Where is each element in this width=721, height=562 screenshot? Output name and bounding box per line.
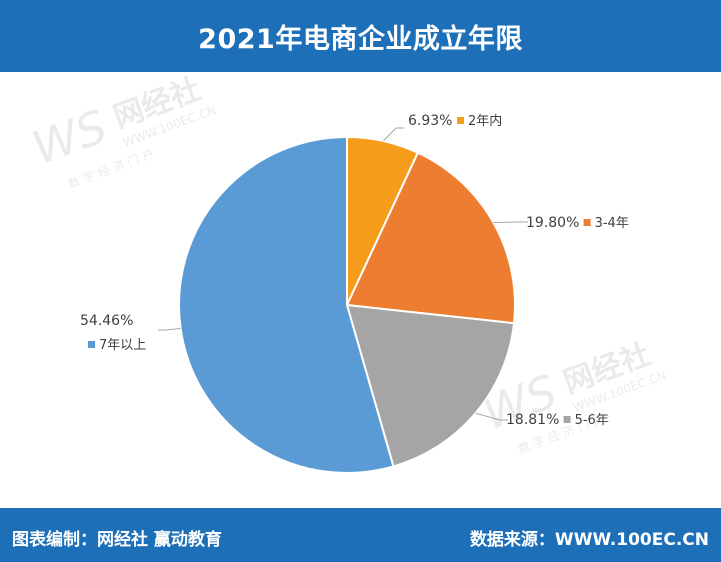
pie-category-label-2: 3-4年 (595, 216, 629, 231)
pie-slice-3 (345, 303, 516, 468)
pie-pct-label-4: 54.46% (80, 313, 133, 329)
pie-category-label-3: 5-6年 (575, 413, 609, 428)
pie-slice-4 (178, 135, 395, 474)
pie-slices (178, 135, 516, 474)
legend-key-1 (457, 117, 464, 124)
legend-key-3 (563, 416, 571, 423)
pie-slice-2 (345, 151, 516, 325)
watermark-logo: WS (25, 99, 114, 175)
chart-title: 2021年电商企业成立年限 (0, 0, 721, 72)
pie-category-label-4: 7年以上 (99, 338, 146, 353)
pie-category-label-1: 2年内 (468, 113, 502, 129)
pie-pct-label-1: 6.93% (408, 113, 452, 129)
leader-line-3 (475, 412, 508, 421)
legend-key-2 (583, 219, 591, 226)
footer-bar: 图表编制：网经社 赢动教育 数据来源：WWW.100EC.CN (0, 508, 721, 562)
plot-area: WS 网经社 WWW.100EC.CN 数 字 经 济 门 户 WS 网经社 W… (0, 72, 721, 508)
pie-labels: 6.93% 2年内 19.80% 3-4年 18.81% 5-6年 54.46% 7年以上 (80, 113, 629, 428)
pie-chart: WS 网经社 WWW.100EC.CN 数 字 经 济 门 户 WS 网经社 W… (25, 72, 668, 474)
leader-line-4 (158, 327, 181, 331)
watermark-top-left: WS 网经社 WWW.100EC.CN 数 字 经 济 门 户 (25, 72, 218, 191)
pie-pct-label-2: 19.80% (526, 215, 579, 231)
footer-source: 数据来源：WWW.100EC.CN (469, 530, 709, 550)
pie-pct-label-3: 18.81% (506, 412, 559, 428)
leader-line-1 (382, 127, 404, 142)
legend-key-4 (88, 341, 95, 348)
footer-credit: 图表编制：网经社 赢动教育 (12, 530, 222, 550)
